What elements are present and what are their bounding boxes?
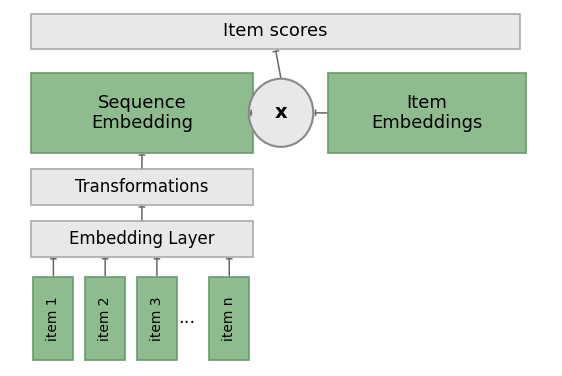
Text: Item scores: Item scores — [223, 23, 328, 41]
FancyBboxPatch shape — [328, 73, 526, 153]
Text: item n: item n — [222, 296, 236, 341]
FancyBboxPatch shape — [30, 221, 253, 256]
Text: Transformations: Transformations — [75, 178, 209, 196]
Text: ...: ... — [178, 309, 195, 327]
Text: Item
Embeddings: Item Embeddings — [371, 94, 483, 132]
FancyBboxPatch shape — [137, 277, 177, 360]
FancyBboxPatch shape — [30, 170, 253, 205]
Text: item 2: item 2 — [98, 296, 112, 341]
FancyBboxPatch shape — [85, 277, 125, 360]
FancyBboxPatch shape — [30, 73, 253, 153]
Text: item 3: item 3 — [150, 296, 164, 341]
Text: x: x — [275, 103, 287, 122]
FancyBboxPatch shape — [33, 277, 74, 360]
Text: item 1: item 1 — [47, 296, 60, 341]
Text: Sequence
Embedding: Sequence Embedding — [91, 94, 193, 132]
Ellipse shape — [249, 79, 313, 147]
Text: Embedding Layer: Embedding Layer — [69, 230, 215, 248]
FancyBboxPatch shape — [209, 277, 250, 360]
FancyBboxPatch shape — [30, 14, 520, 49]
